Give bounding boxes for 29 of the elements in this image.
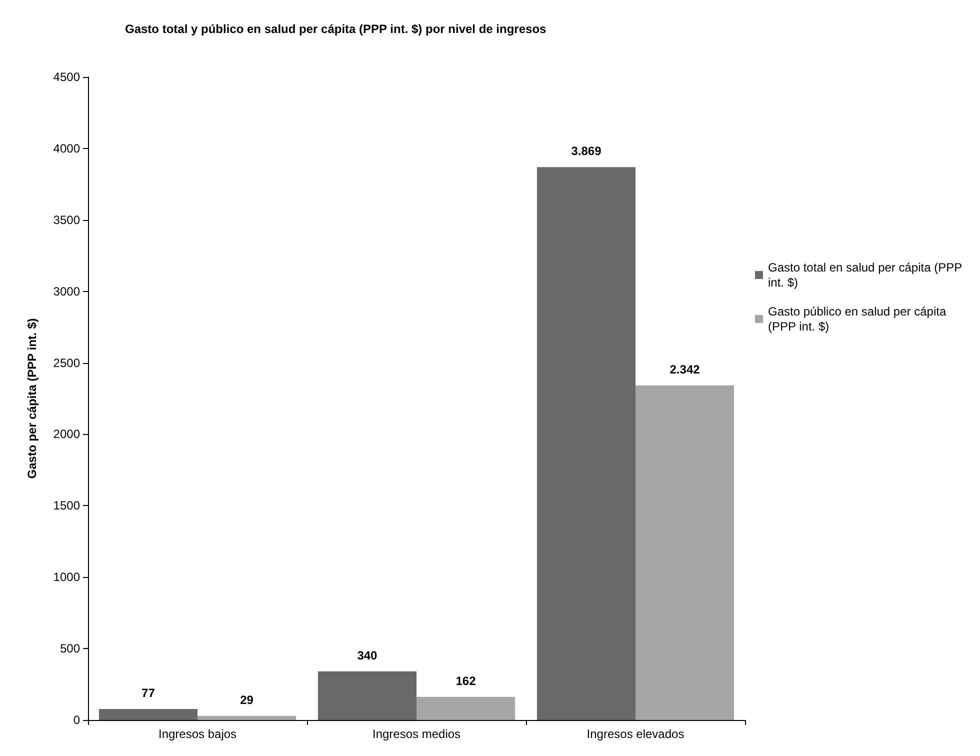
y-tick-label: 2000 — [53, 427, 80, 442]
y-tick-label: 2500 — [53, 356, 80, 370]
y-axis-title: Gasto per cápita (PPP int. $) — [25, 318, 39, 479]
y-tick-label: 1000 — [53, 570, 80, 584]
data-label: 77 — [142, 686, 156, 700]
bar — [416, 696, 516, 720]
y-tick-label: 500 — [60, 642, 80, 656]
y-tick-label: 4000 — [53, 141, 80, 156]
x-tick-label: Ingresos elevados — [586, 727, 684, 741]
y-tick-label: 3500 — [53, 212, 80, 227]
bar — [636, 385, 734, 720]
bar — [198, 716, 296, 720]
legend-label: Gasto total en salud per cápita (PPP int. $) — [768, 260, 966, 290]
x-tick-label: Ingresos bajos — [158, 727, 237, 741]
legend-label: Gasto público en salud per cápita (PPP int. $) — [768, 304, 950, 334]
data-label: 340 — [357, 648, 378, 662]
data-label: 2.342 — [670, 362, 700, 376]
bar — [536, 167, 636, 720]
y-tick-label: 4500 — [53, 70, 80, 84]
data-label: 162 — [456, 674, 476, 688]
y-tick-label: 3000 — [53, 284, 80, 298]
x-tick-label: Ingresos medios — [372, 727, 461, 741]
y-tick-label: 0 — [73, 713, 80, 727]
y-tick-label: 1500 — [53, 498, 80, 513]
data-label: 3.869 — [571, 144, 602, 158]
bar — [318, 671, 416, 720]
chart-title: Gasto total y público en salud per cápita (PPP int. $) por nivel de ingresos — [125, 22, 547, 36]
data-label: 29 — [240, 692, 254, 707]
bar — [98, 709, 198, 720]
